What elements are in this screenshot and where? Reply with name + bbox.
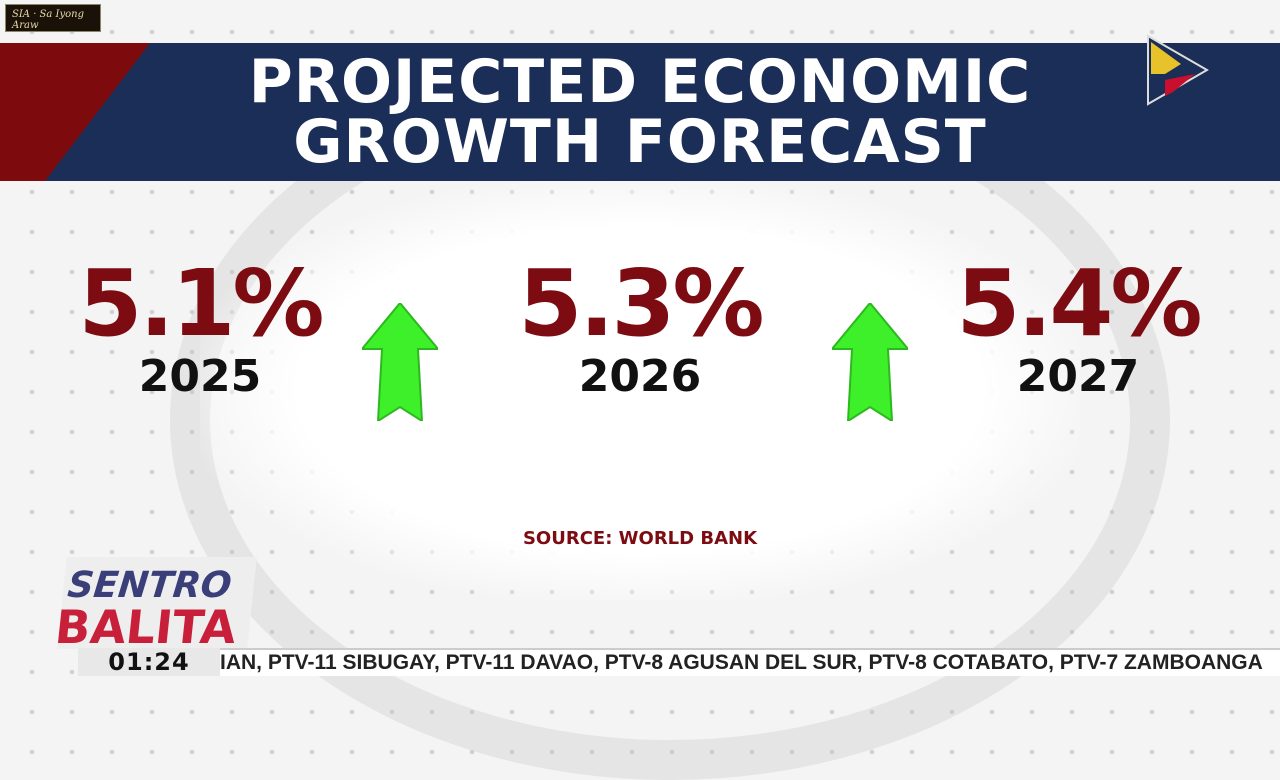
clock: 01:24 [78, 648, 220, 676]
forecast-year: 2026 [578, 351, 702, 402]
forecast-2027: 5.4% 2027 [928, 250, 1228, 402]
forecast-2026: 5.3% 2026 [490, 250, 790, 402]
show-logo-line-2: BALITA [57, 600, 239, 649]
news-ticker: IAN, PTV-11 SIBUGAY, PTV-11 DAVAO, PTV-8… [220, 648, 1280, 676]
show-logo: SENTRO BALITA [57, 557, 257, 649]
forecast-year: 2027 [1016, 351, 1140, 402]
title-line-1: PROJECTED ECONOMIC [248, 47, 1032, 117]
up-arrow-icon [362, 303, 438, 421]
forecast-2025: 5.1% 2025 [50, 250, 350, 402]
page-title: PROJECTED ECONOMIC GROWTH FORECAST [0, 52, 1280, 172]
forecast-value: 5.1% [78, 250, 324, 357]
title-line-2: GROWTH FORECAST [293, 107, 987, 177]
forecast-year: 2025 [138, 351, 262, 402]
up-arrow-icon [832, 303, 908, 421]
channel-watermark: SIA · Sa Iyong Araw [5, 4, 101, 32]
source-label: SOURCE: WORLD BANK [522, 528, 758, 549]
title-banner [0, 43, 1280, 181]
background-glow [200, 180, 1080, 600]
ptv-logo-icon [1147, 34, 1210, 106]
forecast-value: 5.3% [518, 250, 764, 357]
forecast-value: 5.4% [956, 250, 1202, 357]
